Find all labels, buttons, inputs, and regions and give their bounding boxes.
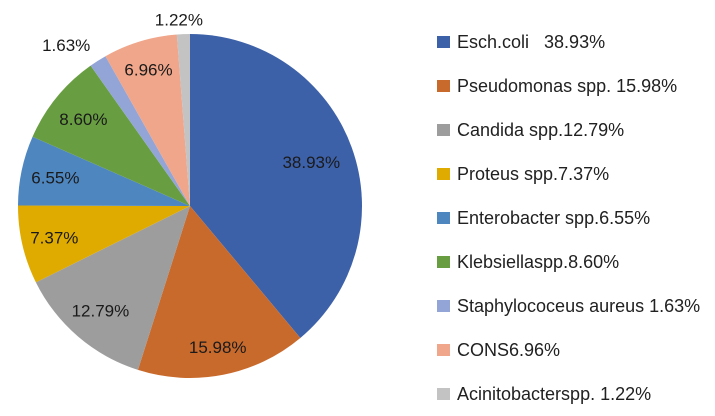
legend-swatch-icon bbox=[437, 388, 450, 400]
legend-item-2: Candida spp.12.79% bbox=[437, 108, 700, 152]
legend-swatch-icon bbox=[437, 256, 450, 268]
legend-label: Enterobacter spp.6.55% bbox=[457, 207, 651, 228]
pie-data-label: 6.55% bbox=[31, 168, 79, 187]
pie-slice-8 bbox=[176, 33, 190, 207]
legend-item-6: Staphylococeus aureus 1.63% bbox=[437, 284, 700, 328]
legend-item-4: Enterobacter spp.6.55% bbox=[437, 196, 700, 240]
legend-swatch-icon bbox=[437, 124, 450, 136]
pie-data-label: 38.93% bbox=[282, 153, 340, 172]
pie-data-label: 12.79% bbox=[72, 301, 130, 320]
pie-slice-0 bbox=[190, 34, 362, 338]
legend-label: Acinitobacterspp. 1.22% bbox=[457, 383, 652, 404]
pie-slice-2 bbox=[35, 206, 190, 370]
pie-data-label: 1.63% bbox=[42, 36, 90, 55]
legend-label: Esch.coli 38.93% bbox=[457, 31, 606, 52]
pie-data-label: 7.37% bbox=[30, 229, 78, 248]
legend-item-0: Esch.coli 38.93% bbox=[437, 20, 700, 64]
pie-slice-1 bbox=[137, 206, 301, 378]
pie-data-label: 6.96% bbox=[124, 60, 172, 79]
legend-swatch-icon bbox=[437, 300, 450, 312]
legend-swatch-icon bbox=[437, 80, 450, 92]
pie-slice-4 bbox=[18, 136, 190, 206]
legend-label: Pseudomonas spp. 15.98% bbox=[457, 75, 678, 96]
legend-label: Klebsiellaspp.8.60% bbox=[457, 251, 620, 272]
legend-item-3: Proteus spp.7.37% bbox=[437, 152, 700, 196]
pie-data-label: 15.98% bbox=[189, 338, 247, 357]
pie-slice-7 bbox=[105, 34, 190, 206]
legend-swatch-icon bbox=[437, 36, 450, 48]
legend-swatch-icon bbox=[437, 344, 450, 356]
legend-swatch-icon bbox=[437, 212, 450, 224]
pie-slice-5 bbox=[32, 65, 191, 206]
legend-item-5: Klebsiellaspp.8.60% bbox=[437, 240, 700, 284]
legend-label: CONS6.96% bbox=[457, 339, 561, 360]
legend-item-7: CONS6.96% bbox=[437, 328, 700, 372]
legend-label: Candida spp.12.79% bbox=[457, 119, 625, 140]
legend-item-8: Acinitobacterspp. 1.22% bbox=[437, 372, 700, 416]
legend-item-1: Pseudomonas spp. 15.98% bbox=[437, 64, 700, 108]
pie-chart: 38.93% 15.98% 12.79% 7.37% 6.55% 8.60% 1.63% 6.… bbox=[17, 10, 362, 378]
legend-label: Proteus spp.7.37% bbox=[457, 163, 610, 184]
pie-data-label: 8.60% bbox=[59, 110, 107, 129]
pie-slice-3 bbox=[17, 205, 190, 283]
pie-slice-6 bbox=[90, 56, 190, 207]
legend: Esch.coli 38.93% Pseudomonas spp. 15.98% C… bbox=[437, 20, 700, 416]
legend-label: Staphylococeus aureus 1.63% bbox=[457, 295, 701, 316]
legend-swatch-icon bbox=[437, 168, 450, 180]
pie-data-label: 1.22% bbox=[155, 10, 203, 29]
